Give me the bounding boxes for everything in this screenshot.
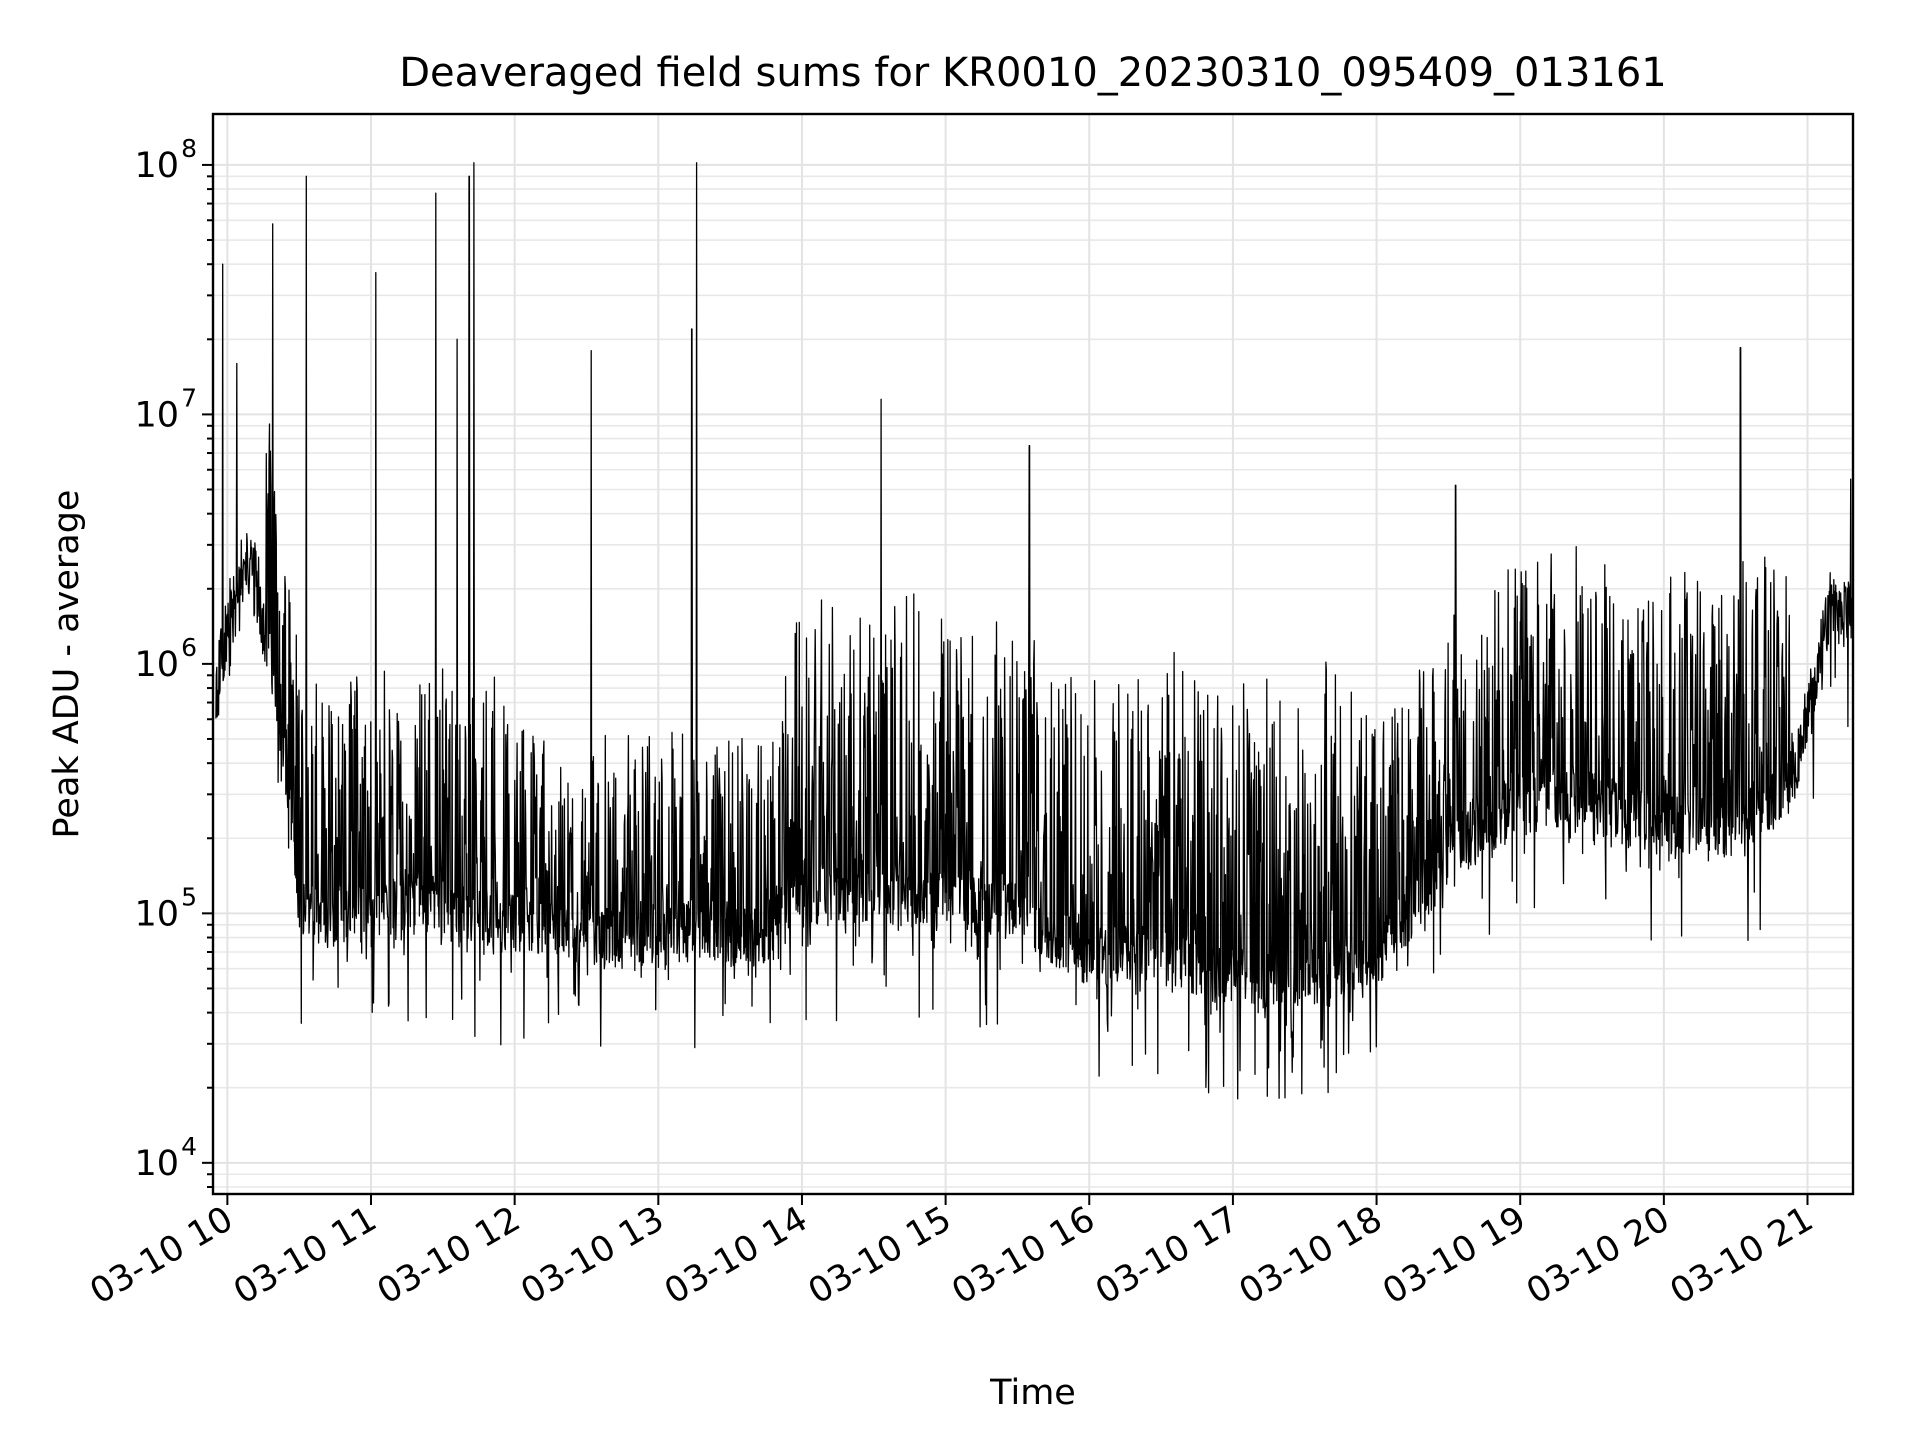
y-tick-label: 10 bbox=[134, 894, 179, 934]
y-tick-label-exponent: 8 bbox=[181, 134, 197, 163]
y-tick-label-exponent: 4 bbox=[181, 1132, 197, 1161]
plot-frame bbox=[211, 112, 1855, 1196]
y-tick-label: 10 bbox=[134, 146, 179, 186]
y-tick-label-exponent: 7 bbox=[181, 383, 197, 412]
y-tick-label: 10 bbox=[134, 1144, 179, 1184]
chart-title: Deaveraged field sums for KR0010_2023031… bbox=[399, 50, 1667, 96]
y-tick-label-exponent: 6 bbox=[181, 633, 197, 662]
y-tick-label: 10 bbox=[134, 645, 179, 685]
grid bbox=[213, 114, 1853, 1194]
y-tick-label-exponent: 5 bbox=[181, 882, 197, 911]
y-tick-label: 10 bbox=[134, 395, 179, 435]
y-axis-label: Peak ADU - average bbox=[47, 490, 87, 839]
series-line bbox=[215, 162, 1853, 1100]
x-axis-label: Time bbox=[989, 1373, 1076, 1413]
